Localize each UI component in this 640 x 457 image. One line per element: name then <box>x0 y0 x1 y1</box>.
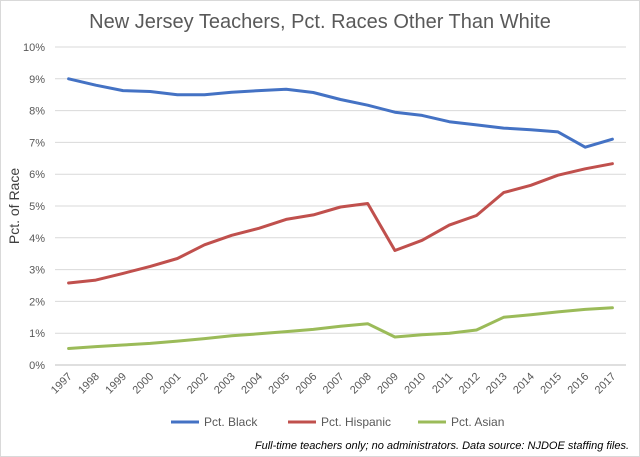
y-tick-label: 3% <box>29 265 45 277</box>
legend-label: Pct. Hispanic <box>321 415 391 429</box>
x-tick-label: 2013 <box>484 371 510 397</box>
x-axis-ticks: 1997 1998 1999 2000 2001 2002 2003 2004 2005 2006… <box>49 371 619 397</box>
x-tick-label: 2016 <box>566 371 592 397</box>
x-tick-label: 2003 <box>212 371 238 397</box>
y-tick-label: 5% <box>29 201 45 213</box>
series-line-pct-hispanic <box>67 162 614 285</box>
x-tick-label: 2010 <box>402 371 428 397</box>
x-tick-label: 1999 <box>103 371 129 397</box>
x-tick-label: 2011 <box>430 371 455 396</box>
x-tick-label: 2000 <box>130 371 156 397</box>
x-tick-label: 2002 <box>185 371 211 397</box>
y-axis-ticks: 0% 1% 2% 3% 4% 5% 6% 7% 8% 9% 10% <box>23 42 45 372</box>
x-tick-label: 1997 <box>49 371 75 397</box>
legend: Pct. Black Pct. Hispanic Pct. Asian <box>171 415 504 429</box>
gridlines <box>55 46 626 366</box>
y-tick-label: 9% <box>29 74 45 86</box>
y-tick-label: 2% <box>29 296 45 308</box>
x-tick-label: 2001 <box>158 371 184 397</box>
y-tick-label: 4% <box>29 233 45 245</box>
x-tick-label: 2008 <box>348 371 374 397</box>
y-tick-label: 8% <box>29 106 45 118</box>
x-tick-label: 2007 <box>321 371 347 397</box>
series-line-pct-black <box>67 77 614 149</box>
legend-label: Pct. Asian <box>451 415 504 429</box>
y-tick-label: 7% <box>29 137 45 149</box>
x-tick-label: 2006 <box>294 371 320 397</box>
legend-label: Pct. Black <box>204 415 258 429</box>
series-line-pct-asian <box>67 306 614 350</box>
x-tick-label: 2014 <box>511 371 537 397</box>
x-tick-label: 2017 <box>593 371 619 397</box>
y-axis-label: Pct. of Race <box>6 168 22 244</box>
x-tick-label: 2009 <box>375 371 401 397</box>
y-tick-label: 6% <box>29 169 45 181</box>
series-lines <box>67 77 614 350</box>
x-tick-label: 2005 <box>266 371 292 397</box>
y-tick-label: 0% <box>29 360 45 372</box>
chart-title: New Jersey Teachers, Pct. Races Other Th… <box>89 11 551 33</box>
y-tick-label: 10% <box>23 42 45 54</box>
x-tick-label: 2004 <box>239 371 265 397</box>
y-tick-label: 1% <box>29 328 45 340</box>
x-tick-label: 2015 <box>538 371 564 397</box>
x-tick-label: 2012 <box>457 371 483 397</box>
source-note: Full-time teachers only; no administrato… <box>255 440 629 452</box>
x-tick-label: 1998 <box>76 371 102 397</box>
